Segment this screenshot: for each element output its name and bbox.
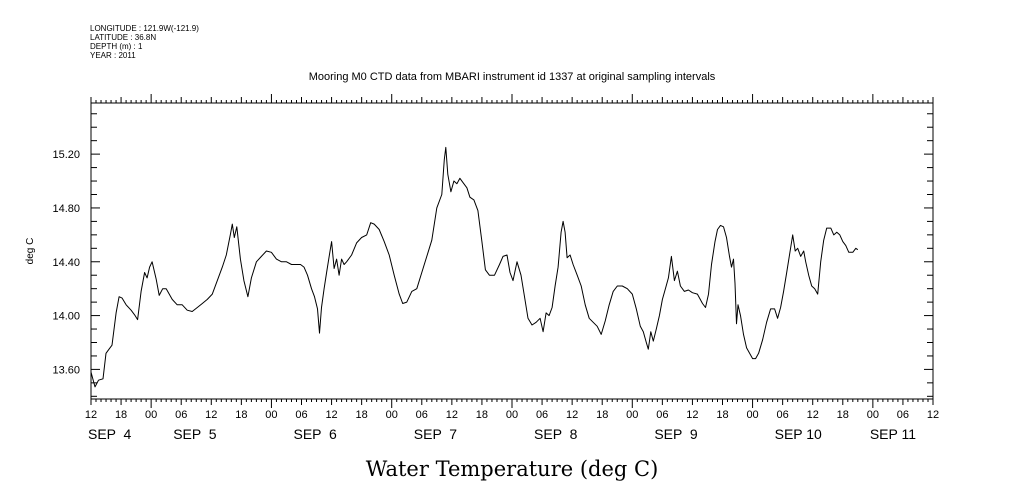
x-tick-label: 12 — [205, 409, 217, 421]
day-label: SEP 7 — [414, 426, 458, 442]
x-tick-label: 18 — [476, 409, 488, 421]
x-tick-label: 00 — [145, 409, 157, 421]
y-tick-label: 13.60 — [52, 364, 80, 376]
x-tick-label: 12 — [807, 409, 819, 421]
x-tick-label: 06 — [295, 409, 307, 421]
temperature-series-line — [90, 146, 859, 388]
metadata-depth: DEPTH (m) : 1 — [90, 42, 143, 51]
y-tick-label: 15.20 — [52, 149, 80, 161]
day-label: SEP 11 — [870, 426, 916, 442]
x-tick-label: 18 — [115, 409, 127, 421]
chart-title: Mooring M0 CTD data from MBARI instrumen… — [309, 71, 716, 83]
x-tick-labels: 12 18 00 06 12 18 00 06 12 18 00 06 12 18 00 06 12 18 00 06… — [85, 409, 939, 421]
x-tick-label: 06 — [536, 409, 548, 421]
day-label: SEP 4 — [88, 426, 132, 442]
y-tick-label: 14.40 — [52, 257, 80, 269]
y-tick-labels: 13.60 14.00 14.40 14.80 15.20 — [52, 149, 80, 376]
y-tick-label: 14.00 — [52, 311, 80, 323]
x-tick-label: 00 — [506, 409, 518, 421]
day-label: SEP 5 — [173, 426, 217, 442]
x-tick-label: 00 — [386, 409, 398, 421]
x-tick-label: 18 — [837, 409, 849, 421]
x-tick-label: 12 — [686, 409, 698, 421]
metadata-year: YEAR : 2011 — [90, 51, 136, 60]
y-tick-label: 14.80 — [52, 203, 80, 215]
x-tick-label: 18 — [596, 409, 608, 421]
x-tick-label: 06 — [897, 409, 909, 421]
day-label: SEP 10 — [775, 426, 822, 442]
y-axis-label: deg C — [25, 238, 36, 265]
day-label: SEP 6 — [293, 426, 337, 442]
x-tick-label: 06 — [416, 409, 428, 421]
x-tick-label: 00 — [265, 409, 277, 421]
metadata-longitude: LONGITUDE : 121.9W(-121.9) — [90, 24, 199, 33]
x-tick-label: 06 — [656, 409, 668, 421]
x-tick-label: 12 — [325, 409, 337, 421]
x-tick-label: 18 — [716, 409, 728, 421]
x-tick-label: 18 — [356, 409, 368, 421]
x-tick-label: 00 — [867, 409, 879, 421]
bottom-axis-ticks — [90, 399, 934, 408]
x-tick-label: 18 — [235, 409, 247, 421]
x-tick-label: 12 — [446, 409, 458, 421]
x-axis-label: Water Temperature (deg C) — [366, 457, 659, 481]
x-tick-label: 06 — [777, 409, 789, 421]
right-axis-ticks — [924, 113, 933, 397]
day-labels: SEP 4 SEP 5 SEP 6 SEP 7 SEP 8 SEP 9 SEP 10 SEP … — [88, 426, 916, 442]
metadata-block: LONGITUDE : 121.9W(-121.9) LATITUDE : 36… — [90, 24, 199, 60]
x-tick-label: 12 — [85, 409, 97, 421]
left-axis-ticks — [91, 113, 100, 397]
x-tick-label: 00 — [746, 409, 758, 421]
metadata-latitude: LATITUDE : 36.8N — [90, 33, 156, 42]
x-tick-label: 06 — [175, 409, 187, 421]
day-label: SEP 9 — [654, 426, 698, 442]
top-axis-ticks — [90, 94, 934, 103]
x-tick-label: 12 — [927, 409, 939, 421]
day-label: SEP 8 — [534, 426, 578, 442]
x-tick-label: 12 — [566, 409, 578, 421]
x-tick-label: 00 — [626, 409, 638, 421]
plot-frame — [90, 102, 934, 400]
